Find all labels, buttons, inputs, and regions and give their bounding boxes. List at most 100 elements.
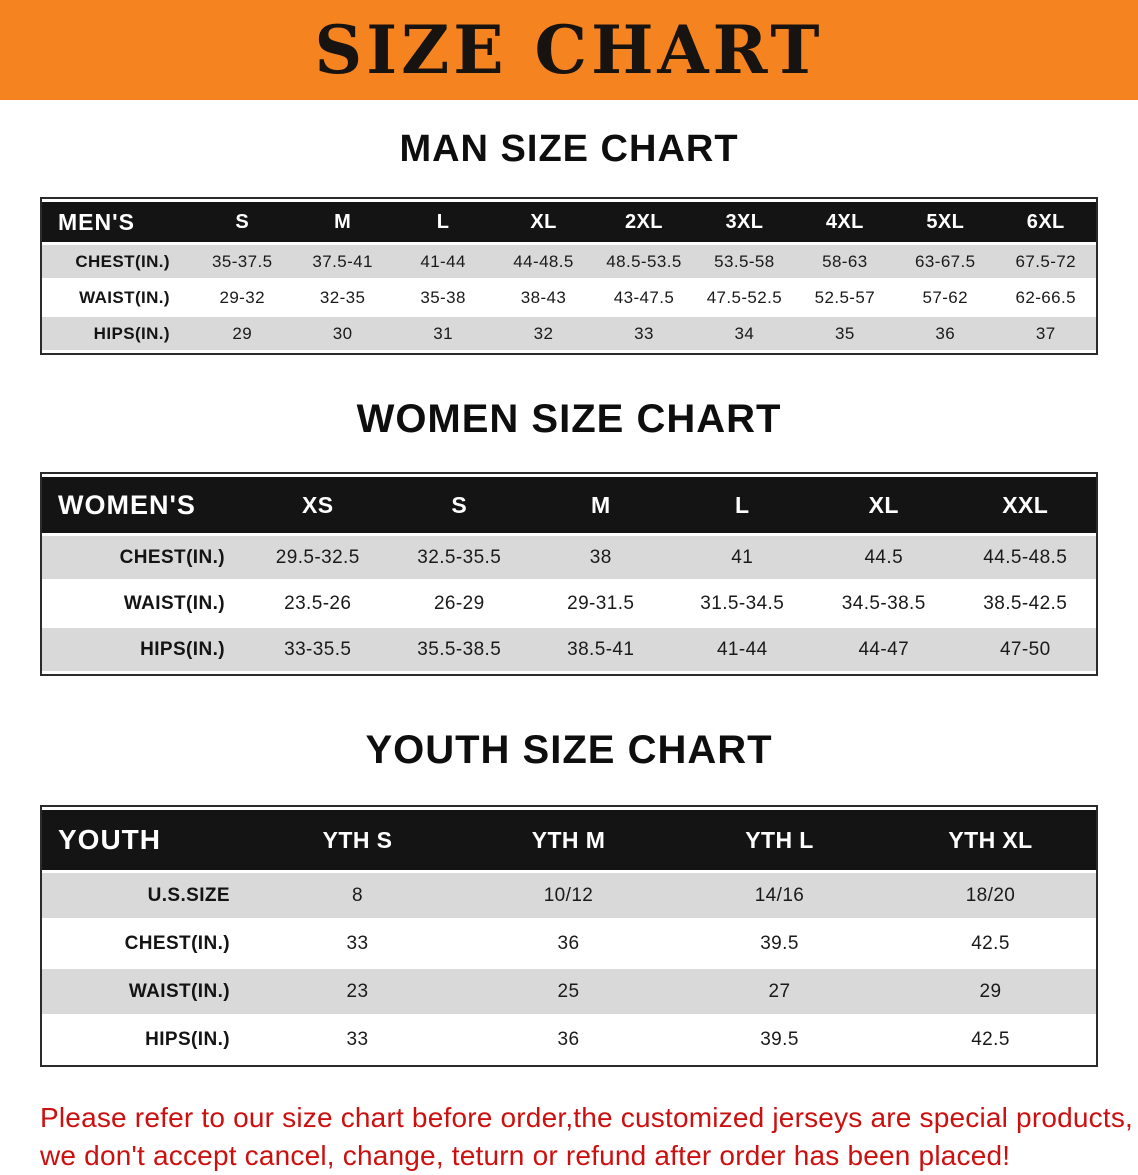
value-cell: 14/16: [754, 884, 805, 906]
size-header-cell: 4XL: [825, 210, 864, 233]
value-cell: 31: [433, 323, 453, 343]
size-header-cell: M: [334, 210, 352, 233]
value-cell: 23: [346, 980, 369, 1002]
value-cell: 25: [557, 980, 580, 1002]
value-cell: 35-38: [420, 287, 466, 307]
value-cell: 32-35: [319, 287, 366, 307]
size-header-cell: YTH M: [531, 826, 606, 853]
disclaimer-text: Please refer to our size chart before or…: [40, 1099, 1133, 1175]
value-cell: 37: [1035, 323, 1056, 343]
value-cell: 62-66.5: [1015, 287, 1076, 307]
size-header-cell: XL: [868, 491, 899, 518]
value-cell: 35.5-38.5: [417, 638, 502, 660]
value-cell: 44.5-48.5: [983, 546, 1068, 568]
value-cell: 38.5-42.5: [983, 592, 1068, 614]
value-cell: 8: [352, 884, 363, 906]
row-label-cell: HIPS(IN.): [93, 323, 170, 343]
youth-size-table: YOUTH YTH S YTH M YTH L YTH XL U.S.SIZE 8 10/12…: [40, 805, 1098, 1067]
men-size-table: MEN'S S M L XL 2XL 3XL 4XL 5XL 6XL CHEST(IN.) 35-37…: [40, 197, 1098, 355]
size-header-cell: YTH S: [322, 826, 393, 853]
value-cell: 29: [232, 323, 253, 343]
size-header-cell: 3XL: [725, 210, 764, 233]
size-header-cell: XS: [302, 491, 334, 518]
row-label-cell: HIPS(IN.): [140, 638, 225, 660]
row-label-cell: CHEST(IN.): [75, 251, 170, 271]
value-cell: 67.5-72: [1015, 251, 1076, 271]
value-cell: 63-67.5: [915, 251, 976, 271]
row-label-cell: WAIST(IN.): [128, 980, 230, 1002]
value-cell: 43-47.5: [613, 287, 675, 307]
value-cell: 27: [768, 980, 791, 1002]
value-cell: 29-31.5: [567, 592, 635, 614]
value-cell: 33: [346, 932, 369, 954]
women-size-section: WOMEN SIZE CHART WOMEN'S XS S M L XL XXL CHEST(…: [0, 397, 1138, 676]
table-row: CHEST(IN.) 33 36 39.5 42.5: [42, 921, 1096, 966]
row-label-cell: U.S.SIZE: [147, 884, 230, 906]
table-header-row: YOUTH YTH S YTH M YTH L YTH XL: [42, 810, 1096, 870]
value-cell: 30: [332, 323, 353, 343]
value-cell: 36: [557, 1028, 580, 1050]
row-label-cell: CHEST(IN.): [119, 546, 225, 568]
value-cell: 53.5-58: [714, 251, 775, 271]
table-row: HIPS(IN.) 33 36 39.5 42.5: [42, 1017, 1096, 1062]
size-header-cell: L: [735, 491, 750, 518]
row-label-cell: WAIST(IN.): [123, 592, 225, 614]
table-title-cell: YOUTH: [58, 824, 161, 855]
value-cell: 10/12: [543, 884, 594, 906]
size-header-cell: S: [235, 210, 250, 233]
value-cell: 42.5: [971, 932, 1010, 954]
size-header-cell: 2XL: [625, 210, 663, 233]
value-cell: 47-50: [999, 638, 1051, 660]
value-cell: 38-43: [520, 287, 567, 307]
value-cell: 58-63: [822, 251, 868, 271]
value-cell: 36: [557, 932, 580, 954]
value-cell: 33: [634, 323, 654, 343]
value-cell: 39.5: [760, 932, 799, 954]
value-cell: 23.5-26: [284, 592, 352, 614]
value-cell: 34.5-38.5: [841, 592, 926, 614]
value-cell: 37.5-41: [312, 251, 373, 271]
value-cell: 41: [731, 546, 754, 568]
row-label-cell: HIPS(IN.): [145, 1028, 230, 1050]
women-size-table: WOMEN'S XS S M L XL XXL CHEST(IN.) 29.5-32.5 32.5…: [40, 472, 1098, 676]
value-cell: 44-47: [858, 638, 910, 660]
value-cell: 34: [734, 323, 755, 343]
table-header-row: MEN'S S M L XL 2XL 3XL 4XL 5XL 6XL: [42, 202, 1096, 242]
value-cell: 35: [834, 323, 855, 343]
value-cell: 38.5-41: [567, 638, 635, 660]
table-row: CHEST(IN.) 29.5-32.5 32.5-35.5 38 41 44.5 44.5…: [42, 536, 1096, 579]
value-cell: 36: [935, 323, 956, 343]
size-header-cell: S: [451, 491, 468, 518]
size-header-cell: YTH XL: [948, 826, 1033, 853]
value-cell: 57-62: [922, 287, 969, 307]
value-cell: 29: [979, 980, 1002, 1002]
value-cell: 44.5: [864, 546, 904, 568]
value-cell: 47.5-52.5: [706, 287, 783, 307]
men-size-section: MAN SIZE CHART MEN'S S M L XL 2XL 3XL 4XL 5XL 6XL…: [0, 128, 1138, 355]
row-label-cell: CHEST(IN.): [124, 932, 230, 954]
banner: SIZE CHART: [0, 0, 1138, 100]
value-cell: 39.5: [760, 1028, 799, 1050]
table-header-row: WOMEN'S XS S M L XL XXL: [42, 477, 1096, 533]
size-header-cell: L: [436, 210, 450, 233]
value-cell: 42.5: [971, 1028, 1010, 1050]
table-title-cell: MEN'S: [58, 208, 135, 235]
value-cell: 48.5-53.5: [606, 251, 682, 271]
value-cell: 18/20: [965, 884, 1016, 906]
value-cell: 38: [589, 546, 612, 568]
page-title: SIZE CHART: [314, 11, 824, 89]
value-cell: 35-37.5: [211, 251, 273, 271]
table-row: WAIST(IN.) 23.5-26 26-29 29-31.5 31.5-34.5 34…: [42, 582, 1096, 625]
value-cell: 41-44: [716, 638, 768, 660]
value-cell: 33-35.5: [284, 638, 352, 660]
youth-section-heading: YOUTH SIZE CHART: [365, 728, 773, 772]
men-section-heading: MAN SIZE CHART: [399, 128, 739, 170]
value-cell: 41-44: [420, 251, 466, 271]
row-label-cell: WAIST(IN.): [79, 287, 170, 307]
size-header-cell: XXL: [1002, 491, 1049, 518]
disclaimer-line-2: we don't accept cancel, change, teturn o…: [40, 1139, 1011, 1171]
table-row: HIPS(IN.) 29 30 31 32 33 34 35 36 37: [42, 317, 1096, 350]
table-row: HIPS(IN.) 33-35.5 35.5-38.5 38.5-41 41-44 44-…: [42, 628, 1096, 671]
value-cell: 31.5-34.5: [700, 592, 785, 614]
